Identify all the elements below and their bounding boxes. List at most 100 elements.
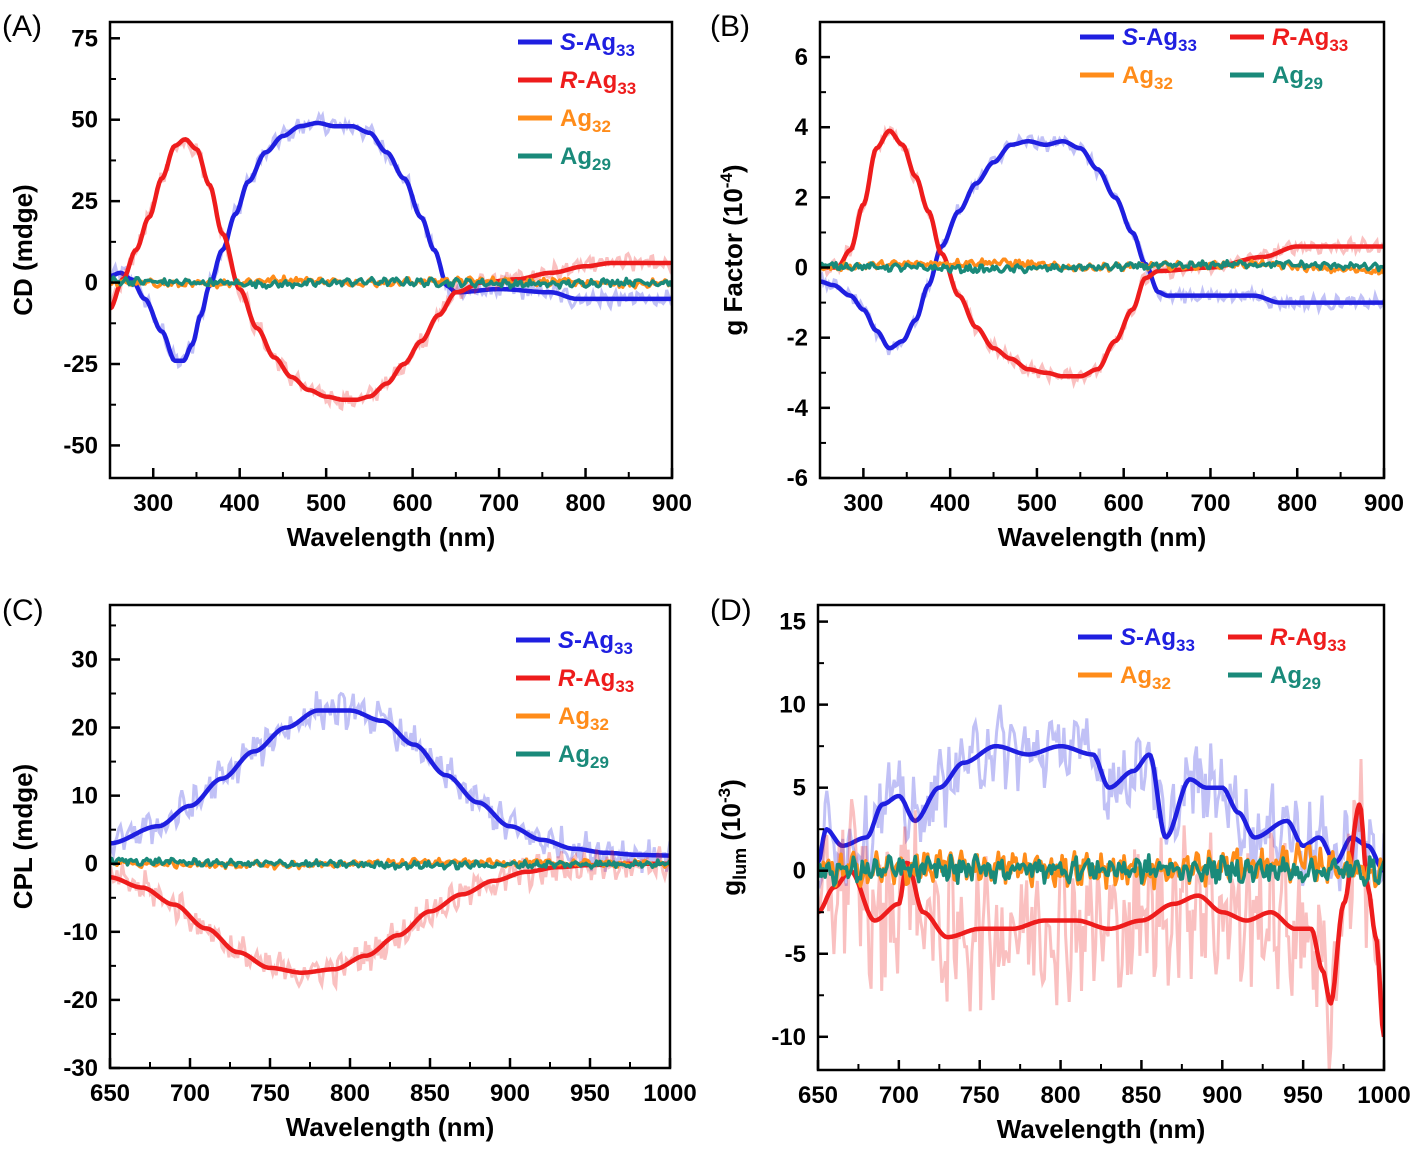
x-tick-label: 700 (879, 1082, 919, 1109)
series-line-r-ag33 (110, 861, 670, 975)
legend-entry-ag29: Ag29 (1230, 62, 1323, 93)
x-axis-title: Wavelength (nm) (997, 1114, 1205, 1144)
x-tick-label: 750 (250, 1080, 290, 1107)
x-tick-label: 900 (1202, 1082, 1242, 1109)
x-tick-label: 800 (1277, 490, 1317, 517)
x-tick-label: 400 (930, 490, 970, 517)
legend-label: R-Ag33 (1270, 624, 1346, 655)
y-tick-label: 6 (795, 44, 808, 71)
panel-label: (D) (710, 594, 752, 627)
y-axis-title: g Factor (10-4) (717, 164, 748, 335)
plot-area (110, 691, 670, 992)
series-line-ag29 (110, 275, 672, 290)
x-tick-label: 300 (843, 490, 883, 517)
legend-entry-ag32: Ag32 (1078, 662, 1171, 693)
x-tick-label: 650 (798, 1082, 838, 1109)
series-line-s-ag33 (110, 120, 672, 363)
y-axis-title: glum (10-3) (715, 779, 750, 896)
series-line-s-ag33 (818, 743, 1384, 873)
axes-frame (108, 20, 674, 480)
y-tick-label: 0 (795, 255, 808, 282)
x-tick-label: 700 (479, 490, 519, 517)
x-tick-label: 600 (393, 490, 433, 517)
series-raw-s-ag33 (818, 704, 1384, 892)
legend-entry-ag32: Ag32 (518, 105, 611, 136)
x-tick-label: 300 (133, 490, 173, 517)
series-line-ag29 (820, 259, 1384, 275)
series-line-r-ag33 (820, 128, 1384, 379)
x-tick-label: 500 (306, 490, 346, 517)
legend-entry-ag29: Ag29 (1228, 662, 1321, 693)
legend-entry-ag29: Ag29 (518, 143, 611, 174)
plot-area (818, 704, 1384, 1070)
y-tick-label: -25 (63, 351, 98, 378)
legend-entry-r-ag33: R-Ag33 (1230, 24, 1348, 55)
plot-area (820, 124, 1384, 390)
legend-entry-s-ag33: S-Ag33 (1080, 24, 1197, 55)
axes-frame (818, 20, 1386, 480)
y-tick-label: 15 (779, 609, 806, 636)
y-tick-label: -5 (785, 941, 806, 968)
y-tick-label: -30 (63, 1055, 98, 1082)
legend-entry-r-ag33: R-Ag33 (1228, 624, 1346, 655)
y-tick-label: 0 (793, 858, 806, 885)
legend-entry-r-ag33: R-Ag33 (518, 67, 636, 98)
panel-c: (C) 650 700 750 800 850 900 950 1000 -30 -20 -10 0 10… (2, 594, 697, 1142)
legend-label: Ag29 (560, 143, 611, 174)
legend-label: Ag29 (1270, 662, 1321, 693)
legend-entry-s-ag33: S-Ag33 (516, 627, 633, 658)
panel-label: (C) (2, 594, 44, 627)
y-tick-label: 10 (71, 783, 98, 810)
panel-label: (B) (710, 10, 750, 43)
y-tick-label: 0 (85, 851, 98, 878)
legend-label: Ag32 (560, 105, 611, 136)
legend-entry-s-ag33: S-Ag33 (1078, 624, 1195, 655)
panel-b: (B) 300 400 500 600 700 800 900 -6 -4 -2 0 2 4 6 Wavele… (710, 10, 1404, 552)
plot-area (110, 110, 672, 412)
x-tick-label: 750 (960, 1082, 1000, 1109)
series-line-s-ag33 (110, 708, 670, 858)
legend-label: S-Ag33 (558, 627, 633, 658)
legend-label: R-Ag33 (558, 665, 634, 696)
y-tick-label: 25 (71, 188, 98, 215)
y-tick-label: -20 (63, 987, 98, 1014)
series-raw-r-ag33 (110, 846, 670, 992)
y-tick-label: -4 (787, 395, 809, 422)
x-tick-label: 850 (1121, 1082, 1161, 1109)
panel-label: (A) (2, 10, 42, 43)
y-tick-label: -10 (63, 919, 98, 946)
y-tick-label: 0 (85, 270, 98, 297)
y-tick-label: 5 (793, 775, 806, 802)
y-tick-label: 50 (71, 107, 98, 134)
x-tick-label: 850 (410, 1080, 450, 1107)
legend-label: R-Ag33 (560, 67, 636, 98)
legend-label: Ag29 (1272, 62, 1323, 93)
series-line-s-ag33 (820, 139, 1384, 351)
legend-label: R-Ag33 (1272, 24, 1348, 55)
y-tick-label: -2 (787, 325, 808, 352)
x-tick-label: 700 (1190, 490, 1230, 517)
legend-label: S-Ag33 (560, 29, 635, 60)
x-axis-title: Wavelength (nm) (998, 522, 1206, 552)
x-tick-label: 1000 (1357, 1082, 1410, 1109)
series-raw-r-ag33 (820, 124, 1384, 390)
x-tick-label: 950 (1283, 1082, 1323, 1109)
y-tick-label: 75 (71, 25, 98, 52)
legend-entry-s-ag33: S-Ag33 (518, 29, 635, 60)
y-tick-label: 2 (795, 184, 808, 211)
x-tick-label: 500 (1017, 490, 1057, 517)
panel-d: (D) 650 700 750 800 850 900 950 1000 -10 -5 0 5 10 15 W… (710, 594, 1411, 1144)
x-tick-label: 800 (330, 1080, 370, 1107)
y-axis-title: CPL (mdge) (8, 764, 38, 909)
legend-label: Ag32 (1120, 662, 1171, 693)
series-line-r-ag33 (110, 137, 672, 403)
y-tick-label: -6 (787, 465, 808, 492)
series-raw-r-ag33 (110, 137, 672, 412)
x-tick-label: 600 (1104, 490, 1144, 517)
legend-label: Ag29 (558, 741, 609, 772)
y-tick-label: -50 (63, 432, 98, 459)
panel-a: (A) 300 400 500 600 700 800 900 -50 -25 0 25 50 75 Wav… (2, 10, 692, 552)
legend-label: Ag32 (558, 703, 609, 734)
x-axis-title: Wavelength (nm) (286, 1112, 494, 1142)
